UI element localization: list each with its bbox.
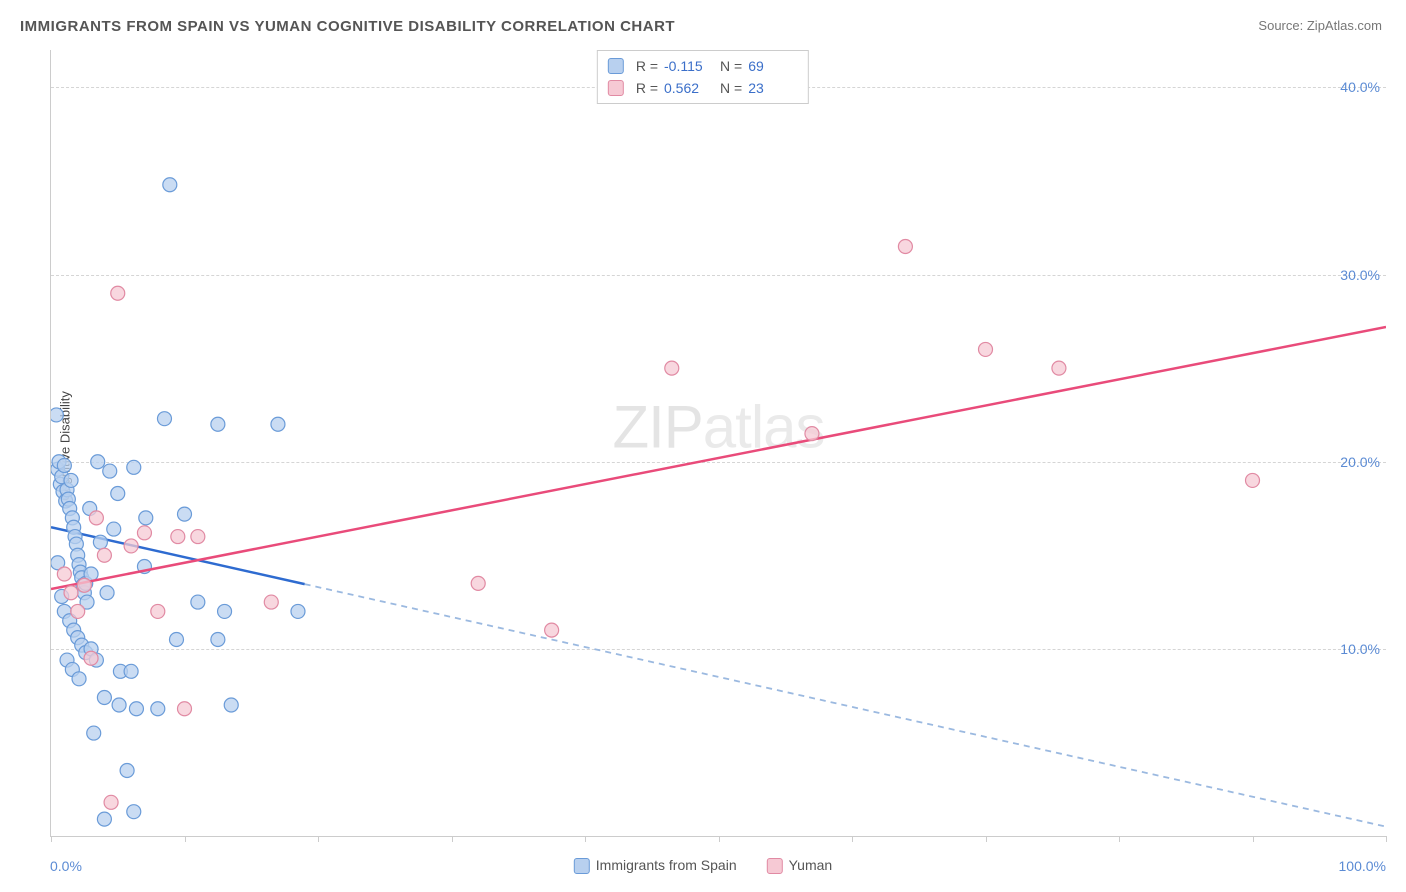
series-legend: Immigrants from Spain Yuman: [574, 857, 832, 874]
data-point-yuman: [191, 530, 205, 544]
n-value-yuman: 23: [748, 77, 798, 99]
source-label: Source:: [1258, 18, 1303, 33]
x-axis-max-label: 100.0%: [1339, 858, 1386, 874]
data-point-spain: [191, 595, 205, 609]
x-tick: [185, 836, 186, 842]
data-point-spain: [271, 417, 285, 431]
regression-line-yuman: [51, 327, 1386, 589]
legend-swatch-yuman: [767, 858, 783, 874]
r-value-spain: -0.115: [664, 55, 714, 77]
data-point-yuman: [77, 578, 91, 592]
chart-svg: [51, 50, 1386, 836]
chart-title: IMMIGRANTS FROM SPAIN VS YUMAN COGNITIVE…: [20, 18, 675, 35]
legend-label-spain: Immigrants from Spain: [596, 857, 737, 873]
source-link[interactable]: ZipAtlas.com: [1307, 18, 1382, 33]
x-tick: [51, 836, 52, 842]
n-value-spain: 69: [748, 55, 798, 77]
x-tick: [986, 836, 987, 842]
x-tick: [318, 836, 319, 842]
legend-swatch-yuman: [608, 80, 624, 96]
x-tick: [719, 836, 720, 842]
data-point-spain: [178, 507, 192, 521]
data-point-yuman: [71, 604, 85, 618]
data-point-yuman: [111, 286, 125, 300]
data-point-yuman: [97, 548, 111, 562]
data-point-spain: [224, 698, 238, 712]
data-point-spain: [127, 460, 141, 474]
data-point-yuman: [545, 623, 559, 637]
r-value-yuman: 0.562: [664, 77, 714, 99]
correlation-legend: R = -0.115 N = 69 R = 0.562 N = 23: [597, 50, 809, 104]
bottom-legend-item-yuman: Yuman: [767, 857, 833, 874]
data-point-spain: [163, 178, 177, 192]
data-point-yuman: [137, 526, 151, 540]
data-point-yuman: [665, 361, 679, 375]
legend-label-yuman: Yuman: [789, 857, 833, 873]
n-label: N =: [720, 55, 742, 77]
data-point-spain: [129, 702, 143, 716]
data-point-spain: [100, 586, 114, 600]
x-tick: [1253, 836, 1254, 842]
data-point-spain: [64, 473, 78, 487]
legend-row-yuman: R = 0.562 N = 23: [608, 77, 798, 99]
data-point-yuman: [979, 342, 993, 356]
data-point-spain: [139, 511, 153, 525]
data-point-spain: [218, 604, 232, 618]
data-point-yuman: [805, 427, 819, 441]
data-point-spain: [151, 702, 165, 716]
data-point-spain: [87, 726, 101, 740]
data-point-spain: [169, 633, 183, 647]
data-point-spain: [111, 487, 125, 501]
data-point-yuman: [471, 576, 485, 590]
data-point-spain: [93, 535, 107, 549]
n-label: N =: [720, 77, 742, 99]
legend-swatch-spain: [574, 858, 590, 874]
bottom-legend-item-spain: Immigrants from Spain: [574, 857, 737, 874]
data-point-yuman: [898, 240, 912, 254]
data-point-spain: [51, 408, 63, 422]
data-point-spain: [211, 633, 225, 647]
x-tick: [585, 836, 586, 842]
data-point-yuman: [178, 702, 192, 716]
data-point-spain: [124, 664, 138, 678]
data-point-spain: [291, 604, 305, 618]
legend-row-spain: R = -0.115 N = 69: [608, 55, 798, 77]
data-point-spain: [97, 691, 111, 705]
data-point-spain: [157, 412, 171, 426]
data-point-yuman: [1246, 473, 1260, 487]
data-point-yuman: [171, 530, 185, 544]
data-point-spain: [97, 812, 111, 826]
data-point-spain: [57, 458, 71, 472]
data-point-yuman: [84, 651, 98, 665]
data-point-yuman: [57, 567, 71, 581]
data-point-spain: [120, 764, 134, 778]
data-point-spain: [112, 698, 126, 712]
r-label: R =: [636, 77, 658, 99]
x-tick: [1119, 836, 1120, 842]
data-point-yuman: [124, 539, 138, 553]
data-point-spain: [107, 522, 121, 536]
data-point-spain: [127, 805, 141, 819]
x-tick: [452, 836, 453, 842]
x-tick: [1386, 836, 1387, 842]
data-point-yuman: [151, 604, 165, 618]
data-point-yuman: [104, 795, 118, 809]
data-point-yuman: [89, 511, 103, 525]
data-point-yuman: [1052, 361, 1066, 375]
regression-line-spain-dashed: [305, 584, 1386, 827]
x-tick: [852, 836, 853, 842]
source-attribution: Source: ZipAtlas.com: [1258, 18, 1382, 33]
data-point-spain: [211, 417, 225, 431]
r-label: R =: [636, 55, 658, 77]
data-point-yuman: [264, 595, 278, 609]
legend-swatch-spain: [608, 58, 624, 74]
plot-area: ZIPatlas 10.0%20.0%30.0%40.0%: [50, 50, 1386, 837]
data-point-spain: [91, 455, 105, 469]
data-point-spain: [103, 464, 117, 478]
data-point-spain: [72, 672, 86, 686]
data-point-yuman: [64, 586, 78, 600]
x-axis-min-label: 0.0%: [50, 858, 82, 874]
